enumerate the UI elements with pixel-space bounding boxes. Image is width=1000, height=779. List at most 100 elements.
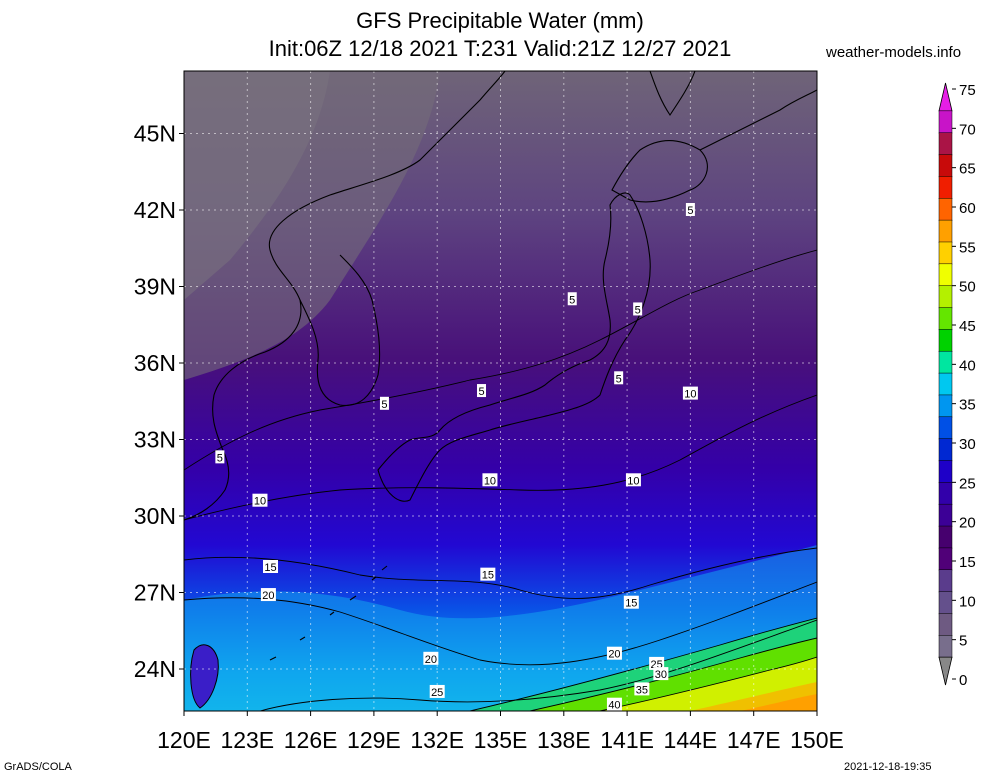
lat-label: 45N bbox=[134, 121, 176, 147]
colorbar-label: 45 bbox=[959, 318, 976, 335]
contour-label: 5 bbox=[478, 386, 484, 398]
contour-label: 10 bbox=[627, 475, 639, 487]
colorbar-swatch bbox=[938, 547, 953, 571]
contour-15 bbox=[184, 547, 817, 599]
colorbar-swatch bbox=[938, 176, 953, 200]
taiwan-land bbox=[190, 644, 219, 709]
colorbar-swatch bbox=[938, 438, 953, 462]
sakhalin bbox=[649, 71, 696, 116]
colorbar-label: 20 bbox=[959, 515, 976, 532]
contour-label: 20 bbox=[425, 654, 437, 666]
contour-label: 15 bbox=[264, 562, 276, 574]
colorbar-label: 55 bbox=[959, 239, 976, 256]
contour-label-bg bbox=[263, 560, 279, 573]
lat-label: 36N bbox=[134, 350, 176, 376]
contour-label: 10 bbox=[684, 389, 696, 401]
colorbar-top-arrow bbox=[938, 82, 953, 112]
colorbar-swatch bbox=[938, 110, 953, 134]
colorbar-label: 70 bbox=[959, 121, 976, 138]
footer-timestamp: 2021-12-18-19:35 bbox=[844, 761, 932, 773]
contour-label: 20 bbox=[262, 590, 274, 602]
contour-label-bg bbox=[682, 386, 698, 400]
contour-label-bg bbox=[215, 450, 225, 464]
contour-label: 5 bbox=[217, 452, 223, 464]
contour-label: 5 bbox=[381, 399, 387, 411]
contour-label-bg bbox=[614, 371, 624, 385]
colorbar-swatch bbox=[938, 241, 953, 265]
colorbar-swatch bbox=[938, 307, 953, 331]
lat-label: 30N bbox=[134, 503, 176, 529]
colorbar-swatch bbox=[938, 503, 953, 527]
lat-label: 27N bbox=[134, 580, 176, 606]
colorbar-label: 60 bbox=[959, 200, 976, 217]
contour-label-bg bbox=[634, 682, 650, 696]
colorbar-label: 25 bbox=[959, 475, 976, 492]
contour-label-bg bbox=[379, 396, 389, 410]
lon-label: 147E bbox=[727, 727, 781, 753]
colorbar-swatch bbox=[938, 635, 953, 658]
contour-label-bg bbox=[480, 567, 496, 581]
contour-label: 20 bbox=[608, 649, 620, 661]
contour-label: 30 bbox=[655, 669, 667, 681]
colorbar-swatch bbox=[938, 154, 953, 178]
colorbar-swatch bbox=[938, 219, 953, 243]
contour-label-bg bbox=[606, 646, 622, 660]
contour-label: 10 bbox=[254, 496, 266, 508]
contour-label-bg bbox=[482, 473, 498, 487]
colorbar-swatch bbox=[938, 460, 953, 484]
colorbar-label: 50 bbox=[959, 279, 976, 296]
contour-30 bbox=[469, 617, 817, 711]
lon-label: 138E bbox=[537, 727, 591, 753]
colorbar-label: 65 bbox=[959, 161, 976, 178]
contour-label: 15 bbox=[482, 570, 494, 582]
site-label: weather-models.info bbox=[826, 44, 962, 61]
kuril-islands bbox=[699, 89, 817, 151]
colorbar-label: 35 bbox=[959, 397, 976, 414]
lon-label: 123E bbox=[220, 727, 274, 753]
colorbar-label: 15 bbox=[959, 554, 976, 571]
contour-25 bbox=[259, 619, 817, 711]
contour-label: 5 bbox=[616, 373, 622, 385]
colorbar-swatch bbox=[938, 416, 953, 440]
contour-label-bg bbox=[685, 203, 695, 216]
contour-40 bbox=[599, 656, 817, 711]
contour-label-bg bbox=[252, 493, 268, 507]
contour-label: 5 bbox=[635, 304, 641, 316]
japan-main-islands bbox=[377, 192, 651, 502]
contour-label-bg bbox=[260, 588, 276, 602]
colorbar-swatch bbox=[938, 613, 953, 637]
lon-label: 141E bbox=[600, 727, 654, 753]
colorbar-label: 30 bbox=[959, 436, 976, 453]
lon-label: 150E bbox=[790, 727, 844, 753]
colorbar-label: 75 bbox=[959, 82, 976, 99]
contour-label-bg bbox=[429, 684, 445, 698]
contour-label: 25 bbox=[431, 687, 443, 699]
contour-label: 10 bbox=[484, 475, 496, 487]
colorbar-swatch bbox=[938, 263, 953, 287]
colorbar-swatch bbox=[938, 394, 953, 418]
contour-label-bg bbox=[423, 651, 439, 665]
contour-label: 5 bbox=[687, 205, 693, 217]
lon-label: 144E bbox=[664, 727, 718, 753]
lon-label: 132E bbox=[410, 727, 464, 753]
colorbar-bottom-arrow bbox=[938, 656, 953, 686]
contour-35 bbox=[529, 637, 817, 711]
contour-label-bg bbox=[477, 384, 487, 398]
colorbar-label: 5 bbox=[959, 633, 967, 650]
colorbar-swatch bbox=[938, 350, 953, 374]
lat-label: 24N bbox=[134, 656, 176, 682]
contour-20 bbox=[184, 581, 817, 666]
colorbar-swatch bbox=[938, 285, 953, 309]
contour-label-bg bbox=[567, 292, 577, 306]
colorbar-swatch bbox=[938, 372, 953, 396]
colorbar-label: 0 bbox=[959, 672, 967, 689]
lon-label: 135E bbox=[474, 727, 528, 753]
lat-label: 42N bbox=[134, 197, 176, 223]
contour-label-bg bbox=[649, 656, 665, 670]
lon-label: 120E bbox=[157, 727, 211, 753]
contour-label: 40 bbox=[608, 700, 620, 712]
